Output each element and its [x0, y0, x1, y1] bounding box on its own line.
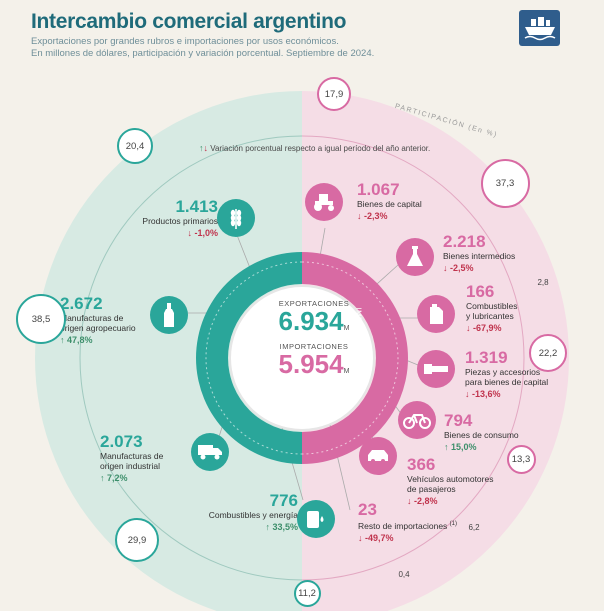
export-label-line-2: origen industrial	[100, 461, 161, 471]
import-label: Resto de importaciones (1)	[358, 520, 458, 531]
subtitle-line-2: En millones de dólares, participación y …	[31, 47, 375, 59]
share-bubble-productos-primarios: 20,4	[117, 128, 153, 164]
import-label-line-2: para bienes de capital	[465, 377, 549, 387]
import-value: 794	[444, 411, 473, 430]
variation-arrows: ↑↓	[199, 143, 208, 153]
import-label: Bienes intermedios	[443, 251, 516, 261]
export-value: 2.672	[60, 294, 103, 313]
share-bubble-bienes-intermedios: 37,3	[480, 158, 530, 208]
variation-note-text: Variación porcentual respecto a igual pe…	[210, 144, 431, 153]
export-change: ↑ 33,5%	[265, 522, 298, 532]
fuel-icon	[297, 500, 335, 538]
share-bubble-moa: 38,5	[16, 294, 66, 344]
import-item-resto: 23 Resto de importaciones (1) ↓ -49,7%	[358, 501, 468, 544]
import-item-combustibles-lubricantes: 166 Combustibles y lubricantes ↓ -67,9%	[466, 283, 556, 334]
import-label-line-1: Vehículos automotores	[407, 474, 494, 484]
bolt-icon	[417, 350, 455, 388]
export-label-line-2: origen agropecuario	[60, 323, 136, 333]
import-change: ↓ -67,9%	[466, 323, 502, 333]
ring-exports-label: EXPORTACIONES	[253, 314, 263, 387]
import-change: ↓ -2,5%	[443, 263, 474, 273]
flask-icon	[396, 238, 434, 276]
exports-total-value: 6.934M	[278, 306, 350, 336]
share-bubble-piezas: 22,2	[529, 334, 567, 372]
bicycle-icon	[398, 401, 436, 439]
donut-center	[229, 285, 375, 431]
export-item-combustibles: 776 Combustibles y energía ↑ 33,5%	[183, 492, 298, 533]
export-value: 1.413	[175, 197, 218, 216]
import-value: 1.067	[357, 180, 400, 199]
bottle-icon	[150, 296, 188, 334]
import-value: 2.218	[443, 232, 486, 251]
exports-ring-dots	[205, 261, 303, 455]
import-change: ↓ -2,3%	[357, 211, 388, 221]
import-value: 366	[407, 455, 436, 474]
import-value: 1.319	[465, 348, 508, 367]
import-label-line-1: Combustibles	[466, 301, 518, 311]
imports-total-value: 5.954M	[278, 349, 350, 379]
import-item-bienes-de-consumo: 794 Bienes de consumo ↑ 15,0%	[444, 412, 534, 453]
wheat-icon	[217, 199, 255, 237]
share-bubble-combustibles-energia: 11,2	[293, 579, 321, 607]
import-change: ↓ -49,7%	[358, 532, 394, 543]
arrow-down-icon: ↓	[203, 143, 209, 153]
import-value: 23	[358, 500, 377, 519]
import-change: ↓ -13,6%	[465, 389, 501, 399]
export-value: 2.073	[100, 432, 143, 451]
jerrycan-icon	[417, 295, 455, 333]
import-item-bienes-intermedios: 2.218 Bienes intermedios ↓ -2,5%	[443, 233, 543, 274]
import-value: 166	[466, 282, 495, 301]
imports-ring-dots	[301, 261, 399, 455]
export-item-productos-primarios: 1.413 Productos primarios ↓ -1,0%	[108, 198, 218, 239]
ship-logo-icon	[519, 10, 560, 46]
exports-total-label: EXPORTACIONES	[278, 299, 350, 308]
export-item-moi: 2.073 Manufacturas de origen industrial …	[100, 433, 190, 484]
arrow-up-icon: ↑	[199, 143, 204, 153]
tractor-icon	[305, 183, 343, 221]
truck-icon	[191, 433, 229, 471]
export-value: 776	[269, 491, 298, 510]
share-bubble-bienes-de-capital: 17,9	[317, 77, 351, 111]
variation-note: ↑↓ Variación porcentual respecto a igual…	[199, 143, 430, 153]
export-label: Productos primarios	[142, 216, 218, 226]
export-change: ↑ 7,2%	[100, 473, 128, 483]
import-change: ↑ 15,0%	[444, 442, 477, 452]
share-bubble-moi: 29,9	[115, 518, 159, 562]
import-label: Bienes de consumo	[444, 430, 519, 440]
imports-total-label: IMPORTACIONES	[279, 342, 349, 351]
import-label-line-2: y lubricantes	[466, 311, 514, 321]
export-label-line-1: Manufacturas de	[60, 313, 124, 323]
share-bubble-vehiculos: 6,2	[468, 522, 480, 532]
center-totals: EXPORTACIONES 6.934M IMPORTACIONES 5.954…	[264, 299, 364, 385]
import-item-bienes-de-capital: 1.067 Bienes de capital ↓ -2,3%	[357, 181, 447, 222]
car-icon	[359, 437, 397, 475]
import-item-vehiculos: 366 Vehículos automotores de pasajeros ↓…	[407, 456, 517, 507]
page-title: Intercambio comercial argentino	[31, 10, 347, 33]
export-item-moa: 2.672 Manufacturas de origen agropecuari…	[60, 295, 155, 346]
export-label-line-1: Manufacturas de	[100, 451, 164, 461]
share-bubble-combustibles-lubricantes: 2,8	[537, 277, 549, 287]
exports-orbit	[79, 135, 302, 581]
import-label-line-2: de pasajeros	[407, 484, 456, 494]
share-bubble-resto: 0,4	[398, 569, 410, 579]
subtitle: Exportaciones por grandes rubros e impor…	[31, 36, 374, 59]
export-change: ↓ -1,0%	[187, 228, 218, 238]
import-item-piezas-accesorios: 1.319 Piezas y accesorios para bienes de…	[465, 349, 575, 400]
export-label: Combustibles y energía	[208, 510, 298, 520]
export-change: ↑ 47,8%	[60, 335, 93, 345]
import-change: ↓ -2,8%	[407, 496, 438, 506]
subtitle-line-1: Exportaciones por grandes rubros e impor…	[31, 36, 339, 47]
import-label-line-1: Piezas y accesorios	[465, 367, 541, 377]
share-bubble-bienes-de-consumo: 13,3	[506, 444, 536, 474]
import-label: Bienes de capital	[357, 199, 422, 209]
header: Intercambio comercial argentino Exportac…	[31, 10, 374, 59]
imports-orbit	[302, 135, 525, 581]
